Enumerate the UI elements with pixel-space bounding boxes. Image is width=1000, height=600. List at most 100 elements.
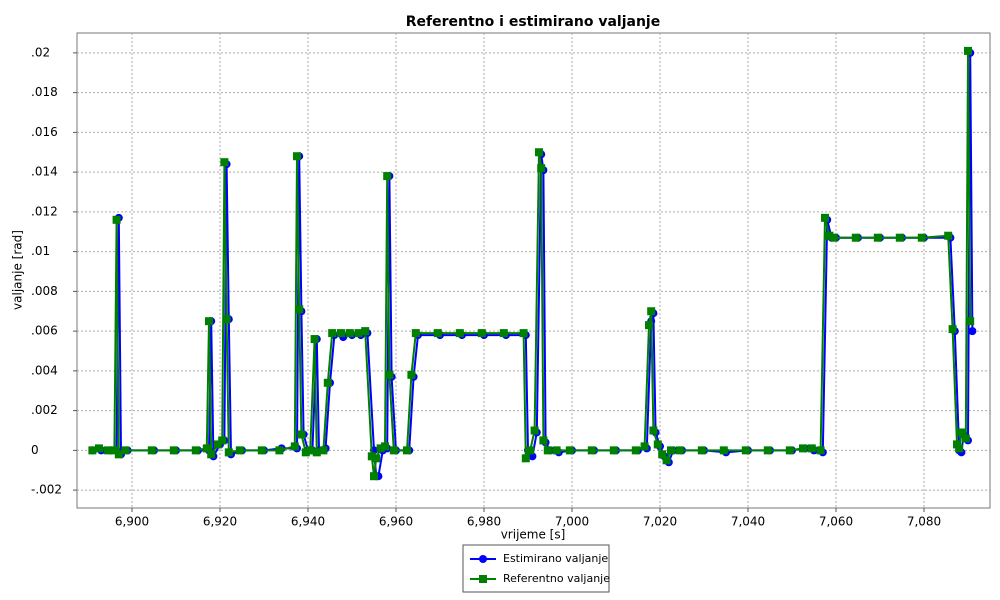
point <box>675 446 684 455</box>
point <box>312 448 321 457</box>
point <box>220 158 229 167</box>
point <box>537 164 546 173</box>
point <box>895 233 904 242</box>
legend-label: Referentno valjanje <box>503 572 610 585</box>
point <box>383 172 392 181</box>
point <box>539 436 548 445</box>
point <box>530 426 539 435</box>
legend-marker <box>479 555 487 563</box>
point <box>521 454 530 463</box>
point <box>697 446 706 455</box>
point <box>389 446 398 455</box>
point <box>376 444 385 453</box>
point <box>110 446 119 455</box>
point <box>169 446 178 455</box>
point <box>961 434 970 443</box>
point <box>807 444 816 453</box>
point <box>222 315 231 324</box>
x-tick-label: 7,080 <box>907 515 941 529</box>
point <box>370 472 378 481</box>
point <box>658 450 667 459</box>
point <box>207 450 216 459</box>
point <box>319 446 328 455</box>
y-tick-label: .018 <box>31 85 58 99</box>
point <box>640 442 649 451</box>
point <box>649 426 658 435</box>
point <box>381 442 389 451</box>
point <box>328 329 337 338</box>
y-tick-label: .008 <box>31 284 58 298</box>
point <box>323 378 332 387</box>
x-tick-label: 7,020 <box>643 515 677 529</box>
point <box>361 327 370 336</box>
point <box>147 446 156 455</box>
y-tick-label: .014 <box>31 165 58 179</box>
point <box>235 446 244 455</box>
point <box>433 329 442 338</box>
point <box>763 446 772 455</box>
x-tick-label: 6,940 <box>291 515 325 529</box>
point <box>306 446 315 455</box>
point <box>964 46 972 55</box>
point <box>345 329 354 338</box>
point <box>785 446 794 455</box>
y-tick-label: .01 <box>31 244 50 258</box>
point <box>367 452 376 461</box>
point <box>662 456 671 465</box>
point <box>519 329 528 338</box>
point <box>121 446 130 455</box>
point <box>407 370 416 379</box>
point <box>552 446 561 455</box>
point <box>829 233 838 242</box>
point <box>565 446 574 455</box>
point <box>719 446 728 455</box>
x-tick-label: 6,980 <box>467 515 501 529</box>
point <box>526 446 535 455</box>
point <box>297 430 306 439</box>
point <box>301 448 310 457</box>
point <box>337 329 345 338</box>
point <box>741 446 750 455</box>
point <box>851 233 860 242</box>
point <box>957 428 966 437</box>
y-tick-label: .012 <box>31 204 58 218</box>
legend-label: Estimirano valjanje <box>503 552 608 565</box>
point <box>103 446 112 455</box>
point <box>290 442 299 451</box>
point <box>647 307 656 316</box>
point <box>257 446 266 455</box>
y-tick-label: .016 <box>31 125 58 139</box>
x-tick-label: 7,000 <box>555 515 589 529</box>
y-tick-label: .002 <box>31 403 58 417</box>
x-tick-label: 6,920 <box>203 515 237 529</box>
point <box>88 446 97 455</box>
y-tick-label: .02 <box>31 45 50 59</box>
point <box>477 329 486 338</box>
point <box>821 213 829 222</box>
point <box>968 327 977 336</box>
point <box>205 317 213 326</box>
point <box>112 215 121 224</box>
point <box>455 329 464 338</box>
y-tick-label: .006 <box>31 324 58 338</box>
point <box>917 233 926 242</box>
point <box>403 446 411 455</box>
point <box>385 370 394 379</box>
point <box>191 446 200 455</box>
point <box>645 321 653 330</box>
y-tick-label: .004 <box>31 363 58 377</box>
x-tick-label: 6,960 <box>379 515 413 529</box>
point <box>224 448 233 457</box>
point <box>667 446 675 455</box>
legend-marker <box>479 575 487 583</box>
point <box>631 446 640 455</box>
point <box>825 231 834 240</box>
x-tick-label: 7,060 <box>819 515 853 529</box>
x-axis-label: vrijeme [s] <box>501 528 566 542</box>
point <box>95 444 103 453</box>
point <box>543 446 552 455</box>
point <box>354 329 363 338</box>
point <box>293 152 301 161</box>
